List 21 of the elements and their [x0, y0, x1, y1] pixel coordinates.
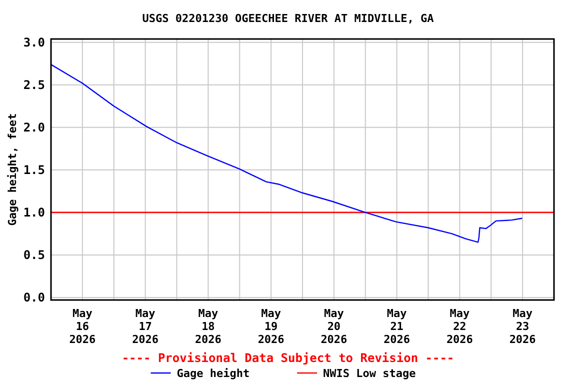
y-tick-label: 0.5	[23, 248, 45, 262]
x-tick-label: May 19 2026	[258, 307, 285, 346]
chart-title: USGS 02201230 OGEECHEE RIVER AT MIDVILLE, GA	[142, 12, 434, 25]
x-tick-label: May 20 2026	[320, 307, 348, 346]
y-tick-label: 2.0	[23, 120, 45, 135]
legend-label: Gage height	[176, 367, 250, 380]
x-tick-label: May 18 2026	[194, 307, 222, 346]
line-series	[51, 64, 522, 243]
y-axis-title: Gage height, feet	[6, 113, 19, 226]
text: ---- Provisional Data Subject to Revision ----	[122, 351, 454, 365]
x-tick-label: May 17 2026	[132, 307, 159, 346]
y-tick-label: 1.0	[23, 206, 45, 220]
x-tick-label: May 16 2026	[69, 307, 96, 346]
y-tick-label: 0.0	[23, 290, 45, 305]
y-tick-label: 1.5	[23, 163, 45, 178]
legend-label: NWIS Low stage	[323, 367, 416, 380]
y-tick-label: 2.5	[23, 78, 45, 92]
x-tick-label: May 22 2026	[446, 307, 474, 346]
y-tick-label: 3.0	[23, 36, 45, 50]
x-tick-label: May 21 2026	[384, 307, 410, 346]
x-tick-label: May 23 2026	[509, 307, 536, 346]
